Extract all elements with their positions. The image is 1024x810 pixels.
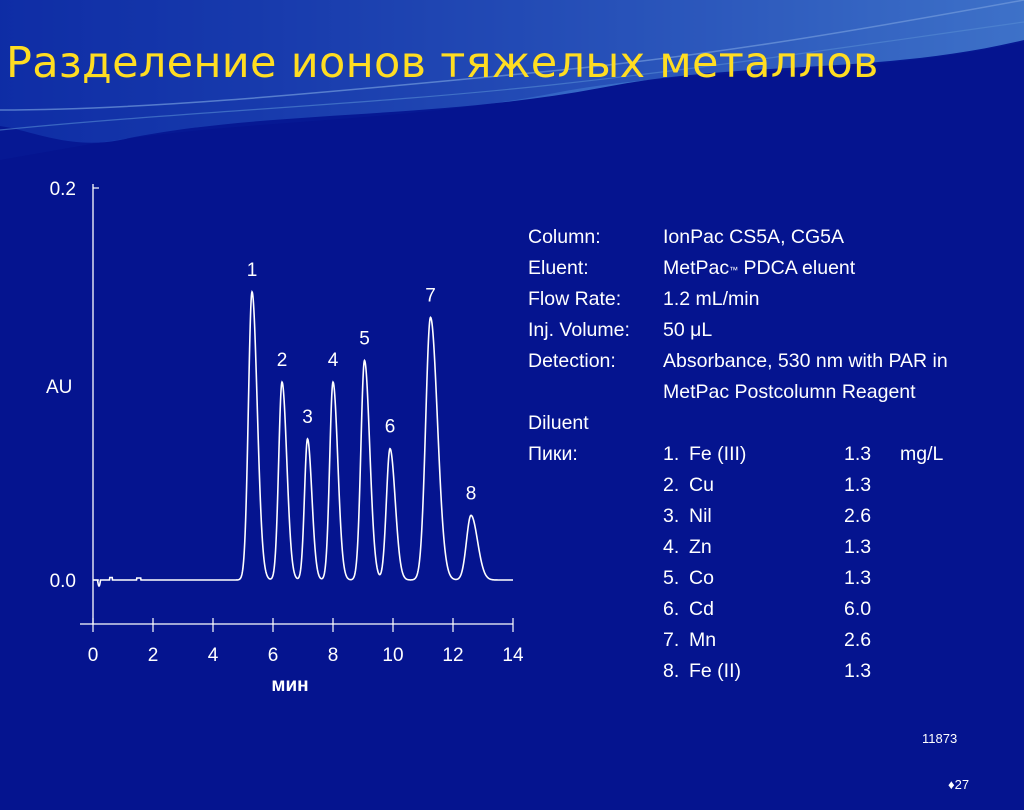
peak-ion: Fe (III) bbox=[689, 443, 747, 465]
x-axis-label: мин bbox=[271, 675, 308, 696]
trademark-symbol: ™ bbox=[729, 265, 739, 275]
peak-concentration: 1.3 bbox=[844, 443, 872, 465]
condition-value: 50 μL bbox=[663, 319, 713, 341]
condition-key: Inj. Volume: bbox=[528, 319, 630, 341]
peak-concentration: 6.0 bbox=[844, 598, 872, 620]
peak-ion: Nil bbox=[689, 505, 712, 527]
x-tick-label: 14 bbox=[502, 645, 524, 666]
condition-value: Absorbance, 530 nm with PAR in bbox=[663, 350, 948, 372]
y-tick-label: 0.2 bbox=[50, 179, 76, 200]
peak-ion: Mn bbox=[689, 629, 717, 651]
x-tick-label: 2 bbox=[148, 645, 159, 666]
chart-axes bbox=[80, 184, 513, 625]
peak-concentration: 2.6 bbox=[844, 629, 872, 651]
peak-label: 4 bbox=[328, 350, 339, 371]
peak-concentration: 1.3 bbox=[844, 536, 872, 558]
peak-number: 7. bbox=[663, 629, 680, 651]
condition-key: Column: bbox=[528, 226, 601, 248]
condition-value: MetPac Postcolumn Reagent bbox=[663, 381, 916, 403]
chart-ticks: 0.00.20 2 4 6 8 10 12 14 bbox=[50, 179, 524, 666]
eluent-name: PDCA eluent bbox=[738, 257, 856, 279]
condition-value: 1.2 mL/min bbox=[663, 288, 760, 310]
eluent-brand: MetPac bbox=[663, 257, 730, 279]
peak-concentration: 1.3 bbox=[844, 474, 872, 496]
peak-ion: Cu bbox=[689, 474, 714, 496]
peak-labels: 1 2 3 45 6 7 8 bbox=[247, 260, 477, 504]
peak-label: 2 bbox=[277, 350, 288, 371]
slide-number: ♦27 bbox=[948, 777, 970, 792]
condition-value: MetPac™ PDCA eluent bbox=[663, 253, 855, 284]
x-tick-label: 8 bbox=[328, 645, 339, 666]
peak-number: 8. bbox=[663, 660, 680, 682]
peak-ion: Zn bbox=[689, 536, 712, 558]
peak-label: 8 bbox=[466, 483, 477, 504]
peak-label: 5 bbox=[359, 328, 370, 349]
condition-key: Eluent: bbox=[528, 257, 589, 279]
chromatogram-trace bbox=[93, 289, 513, 588]
x-tick-label: 0 bbox=[88, 645, 99, 666]
condition-key: Detection: bbox=[528, 350, 616, 372]
peak-unit: mg/L bbox=[900, 443, 944, 465]
peak-ion: Cd bbox=[689, 598, 714, 620]
peak-number: 2. bbox=[663, 474, 680, 496]
peak-label: 7 bbox=[425, 285, 436, 306]
peak-concentration: 1.3 bbox=[844, 567, 872, 589]
slide-title: Разделение ионов тяжелых металлов bbox=[6, 38, 879, 88]
y-tick-label: 0.0 bbox=[50, 571, 76, 592]
x-tick-label: 4 bbox=[208, 645, 219, 666]
peak-concentration: 1.3 bbox=[844, 660, 872, 682]
peak-label: 6 bbox=[385, 417, 396, 438]
peak-label: 1 bbox=[247, 260, 258, 281]
condition-value: IonPac CS5A, CG5A bbox=[663, 226, 845, 248]
condition-key: Flow Rate: bbox=[528, 288, 622, 310]
peak-number: 5. bbox=[663, 567, 680, 589]
peak-ion: Co bbox=[689, 567, 714, 589]
peak-label: 3 bbox=[302, 407, 313, 428]
peak-number: 4. bbox=[663, 536, 680, 558]
x-tick-label: 6 bbox=[268, 645, 279, 666]
peak-number: 1. bbox=[663, 443, 680, 465]
peak-ion: Fe (II) bbox=[689, 660, 741, 682]
peak-number: 6. bbox=[663, 598, 680, 620]
x-tick-label: 10 bbox=[382, 645, 403, 666]
x-tick-label: 12 bbox=[442, 645, 463, 666]
y-axis-label: AU bbox=[46, 377, 72, 398]
condition-key: Diluent bbox=[528, 412, 589, 434]
peaks-header: Пики: bbox=[528, 443, 578, 465]
peak-number: 3. bbox=[663, 505, 680, 527]
peak-concentration: 2.6 bbox=[844, 505, 872, 527]
figure-number: 11873 bbox=[922, 731, 958, 746]
